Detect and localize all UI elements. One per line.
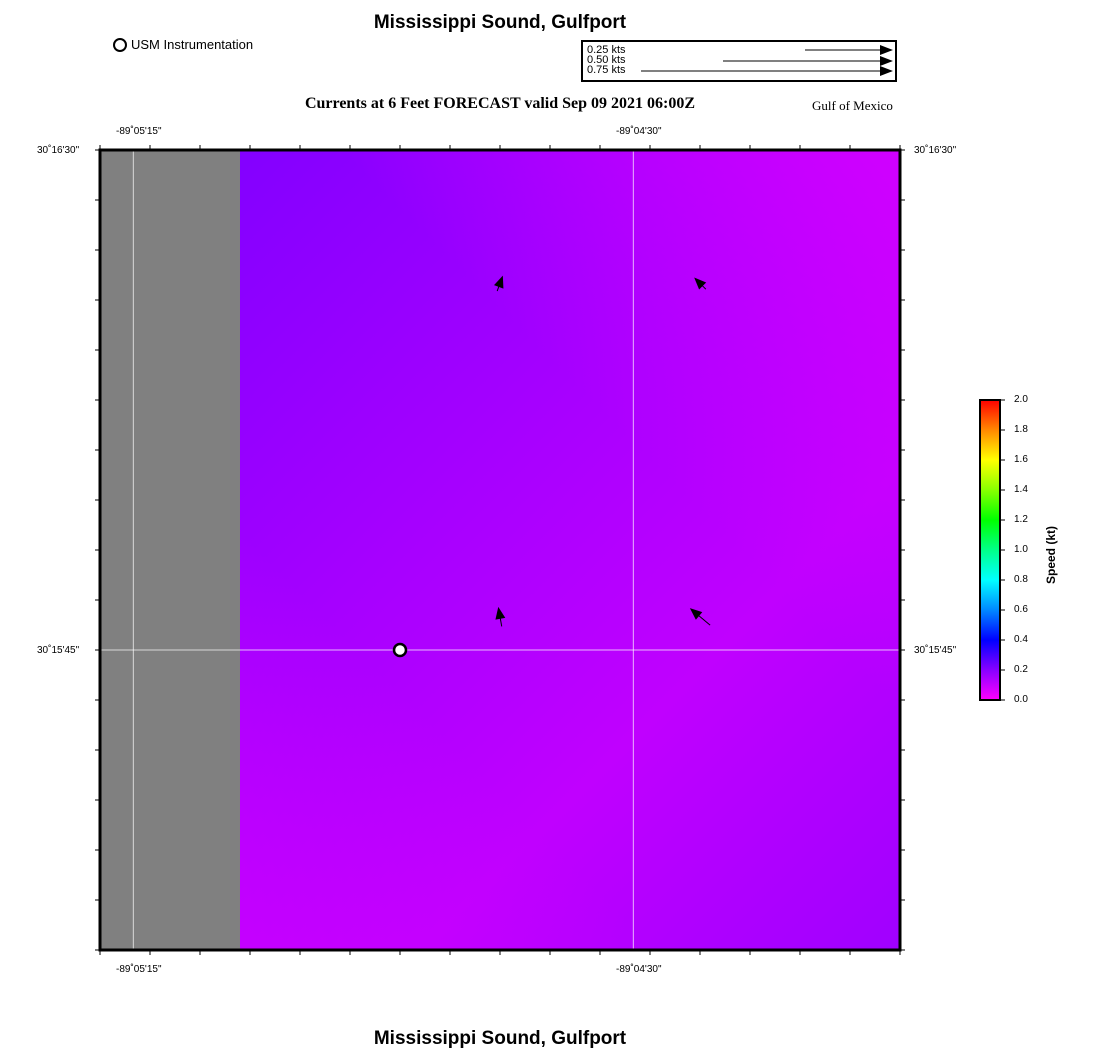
speed-scale-label: 0.25 kts xyxy=(587,44,626,56)
colorbar-ticks xyxy=(1000,399,1005,701)
lon-label-top: -89˚04'30" xyxy=(616,126,662,137)
current-arrow-icon xyxy=(694,277,707,290)
scale-arrow-icon xyxy=(723,56,893,66)
colorbar-tick-label: 0.4 xyxy=(1014,634,1028,645)
usm-station-marker xyxy=(392,642,408,658)
footer-title: Mississippi Sound, Gulfport xyxy=(373,1028,627,1049)
scale-arrow-icon xyxy=(641,66,893,76)
speed-scale-label: 0.75 kts xyxy=(587,64,626,76)
colorbar-tick-label: 1.8 xyxy=(1014,424,1028,435)
lat-label-right: 30˚16'30" xyxy=(914,145,957,156)
colorbar-tick-label: 2.0 xyxy=(1014,394,1028,405)
lon-label-bottom: -89˚04'30" xyxy=(616,964,662,975)
land-area xyxy=(100,150,240,950)
station-legend-label: USM Instrumentation xyxy=(131,37,254,52)
colorbar-tick-label: 0.6 xyxy=(1014,604,1028,615)
station-marker-icon xyxy=(113,37,127,52)
forecast-subtitle: Currents at 6 Feet FORECAST valid Sep 09… xyxy=(304,95,696,112)
speed-scale-arrows xyxy=(641,45,893,76)
colorbar-tick-label: 1.6 xyxy=(1014,454,1028,465)
lat-label-right: 30˚15'45" xyxy=(914,645,957,656)
current-arrow-icon xyxy=(495,606,506,627)
lat-label-left: 30˚16'30" xyxy=(37,145,80,156)
lon-label-bottom: -89˚05'15" xyxy=(116,964,162,975)
colorbar-tick-label: 1.0 xyxy=(1014,544,1028,555)
colorbar-tick-label: 0.2 xyxy=(1014,664,1028,675)
current-vectors xyxy=(494,275,711,627)
lat-label-left: 30˚15'45" xyxy=(37,645,80,656)
colorbar-tick-label: 0.8 xyxy=(1014,574,1028,585)
colorbar-tick-label: 1.4 xyxy=(1014,484,1028,495)
current-arrow-icon xyxy=(494,275,504,292)
map-frame xyxy=(98,148,902,952)
colorbar-title: Speed (kt) xyxy=(1044,525,1058,584)
speed-scale-label: 0.50 kts xyxy=(587,54,626,66)
scale-arrow-icon xyxy=(805,45,893,55)
station-legend: USM Instrumentation xyxy=(113,37,253,52)
colorbar-tick-label: 0.0 xyxy=(1014,694,1028,705)
map-title: Mississippi Sound, Gulfport xyxy=(373,12,627,33)
speed-scale-legend: 0.25 kts 0.50 kts 0.75 kts xyxy=(581,40,897,82)
current-arrow-icon xyxy=(689,608,711,626)
lon-label-top: -89˚05'15" xyxy=(116,126,162,137)
region-label: Gulf of Mexico xyxy=(812,98,893,113)
colorbar-tick-label: 1.2 xyxy=(1014,514,1028,525)
colorbar-gradient xyxy=(979,399,1001,701)
